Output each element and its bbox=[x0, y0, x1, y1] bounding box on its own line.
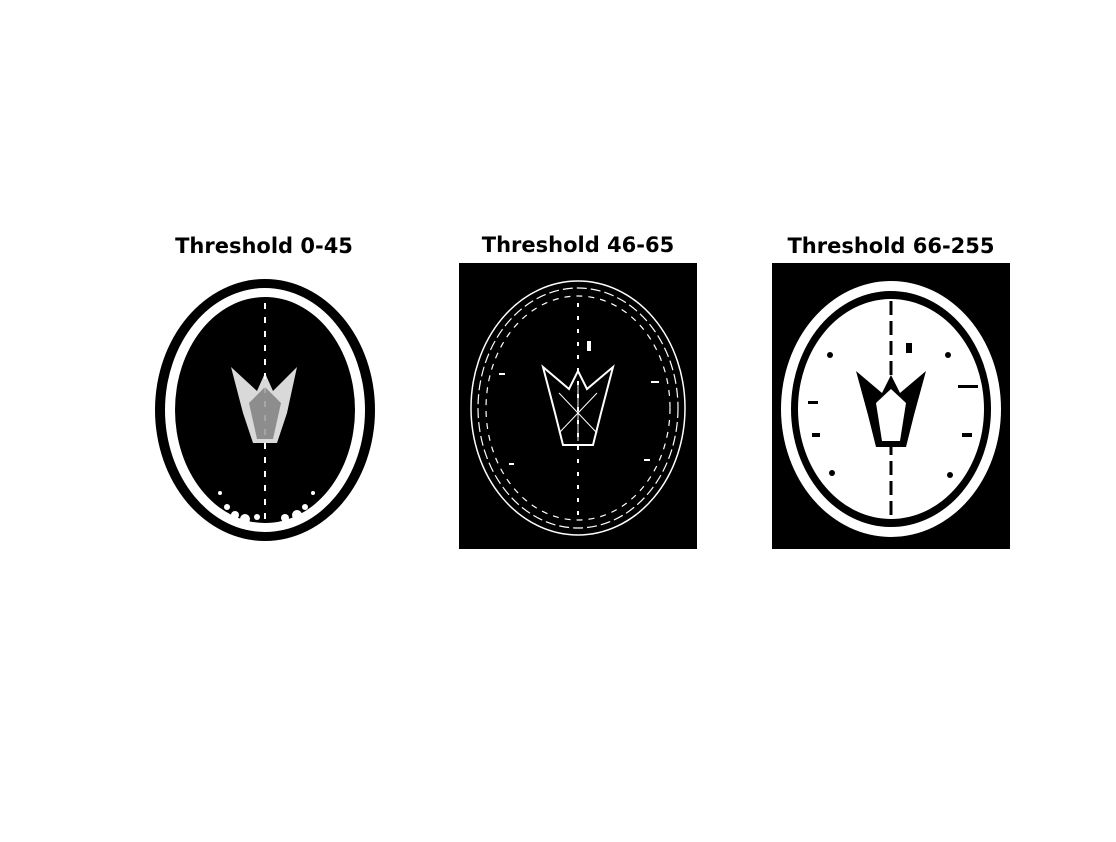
edge-rings bbox=[470, 280, 686, 536]
ventricles-outline bbox=[541, 364, 615, 446]
occipital-speckle bbox=[218, 491, 315, 524]
panel-title-threshold-66-255: Threshold 66-255 bbox=[787, 234, 995, 258]
threshold-0-45-image bbox=[145, 263, 383, 549]
panel-title-threshold-0-45: Threshold 0-45 bbox=[175, 234, 353, 258]
threshold-66-255-image bbox=[772, 263, 1010, 549]
ventricle-texture bbox=[558, 383, 598, 441]
panel-title-threshold-46-65: Threshold 46-65 bbox=[481, 233, 675, 257]
sulci bbox=[808, 343, 978, 478]
ventricles bbox=[231, 367, 297, 443]
threshold-46-65-image bbox=[459, 263, 697, 549]
ventricle-center bbox=[876, 389, 906, 441]
sulci-speckle bbox=[499, 341, 659, 465]
